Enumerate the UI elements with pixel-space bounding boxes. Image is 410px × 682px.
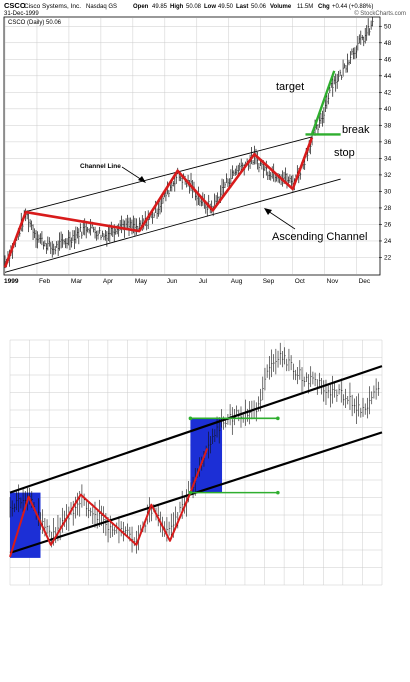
high-label: High	[170, 4, 184, 10]
annotation-target: target	[276, 81, 304, 93]
top-y-tick-label: 24	[384, 238, 392, 245]
top-price-chart: CSCO Cisco Systems, Inc. Nasdaq GS Open …	[3, 1, 406, 285]
top-grid	[4, 18, 379, 274]
annotation-stop: stop	[334, 147, 355, 159]
chg-value: +0.44 (+0.88%)	[332, 4, 373, 10]
top-y-tick-label: 22	[384, 255, 392, 262]
top-y-tick-label: 30	[384, 189, 392, 196]
last-value: 50.06	[251, 4, 267, 10]
high-value: 50.08	[186, 4, 202, 10]
top-y-tick-label: 26	[384, 222, 392, 229]
header-exchange: Nasdaq GS	[86, 4, 117, 10]
top-plot-area	[3, 16, 381, 276]
volume-label: Volume	[270, 4, 292, 10]
ascending-channel-arrowhead	[264, 208, 272, 215]
top-x-tick-label: 1999	[4, 278, 19, 285]
ascending-channel-arrow	[267, 210, 296, 230]
top-y-tick-label: 40	[384, 106, 392, 113]
top-overlays	[3, 70, 341, 273]
top-x-tick-label: Mar	[71, 278, 83, 285]
top-y-tick-label: 42	[384, 90, 392, 97]
last-label: Last	[236, 4, 248, 10]
target-line	[310, 70, 336, 135]
upper-channel-line	[24, 136, 312, 213]
top-y-tick-label: 48	[384, 40, 392, 47]
bottom-boxes	[10, 418, 223, 558]
header-symbol: CSCO	[4, 1, 26, 10]
annotation-break: break	[342, 124, 370, 136]
top-x-tick-label: Jun	[167, 278, 178, 285]
green-line-end-dot	[276, 416, 280, 421]
top-x-tick-label: Aug	[231, 278, 243, 285]
bottom-grid	[9, 339, 383, 586]
bottom-channel-diagram	[9, 339, 383, 586]
header-date: 31-Dec-1999	[4, 11, 39, 17]
top-x-tick-label: Jul	[199, 278, 208, 285]
annotation-ascending-channel: Ascending Channel	[272, 231, 367, 243]
top-y-tick-label: 28	[384, 205, 392, 212]
top-y-tick-label: 44	[384, 73, 392, 80]
top-x-tick-label: Sep	[263, 278, 275, 285]
green-line-start-dot	[188, 416, 193, 421]
top-y-tick-label: 46	[384, 56, 392, 63]
top-x-tick-label: Dec	[359, 278, 371, 285]
top-x-tick-label: May	[135, 278, 148, 285]
upper-channel-line	[9, 365, 383, 494]
top-y-tick-label: 36	[384, 139, 392, 146]
low-value: 49.50	[218, 4, 234, 10]
header-company: Cisco Systems, Inc.	[24, 3, 81, 10]
top-y-tick-label: 50	[384, 23, 392, 30]
low-label: Low	[204, 4, 216, 10]
zigzag-line	[3, 137, 314, 268]
stockcharts-brand: © StockCharts.com	[354, 10, 406, 17]
lower-channel-line	[4, 178, 341, 273]
top-y-tick-label: 34	[384, 156, 392, 163]
green-line-end-dot	[276, 490, 280, 495]
green-line-start-dot	[188, 490, 193, 495]
top-x-tick-label: Feb	[39, 278, 51, 285]
top-y-tick-label: 32	[384, 172, 392, 179]
channel-line-arrowhead	[138, 176, 146, 183]
chart-legend: CSCO (Daily) 50.06	[8, 20, 62, 26]
top-x-tick-label: Apr	[103, 278, 114, 285]
bottom-overlays	[9, 365, 383, 558]
top-x-tick-label: Oct	[295, 278, 305, 285]
open-value: 49.85	[152, 4, 168, 10]
open-label: Open	[133, 4, 149, 10]
volume-value: 11.5M	[297, 4, 313, 10]
top-y-tick-label: 38	[384, 123, 392, 130]
zigzag-line	[9, 448, 209, 558]
chg-label: Chg	[318, 4, 330, 10]
annotation-channel-line: Channel Line	[80, 163, 121, 170]
top-y-axis: 22 24 26 28 30 32 34 36 38 40 42 44 46 48 50	[379, 23, 392, 262]
top-x-tick-label: Nov	[327, 278, 339, 285]
channel-line-arrow	[121, 166, 143, 181]
top-x-axis: 1999 Feb Mar Apr May Jun Jul Aug Sep Oct Nov Dec	[4, 278, 371, 285]
